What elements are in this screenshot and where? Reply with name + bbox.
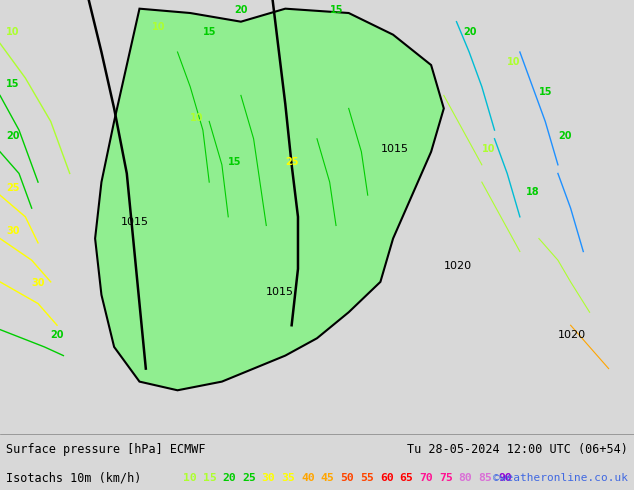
- Text: 15: 15: [6, 79, 20, 89]
- Text: 18: 18: [526, 187, 540, 197]
- Text: 20: 20: [6, 131, 20, 141]
- Text: 20: 20: [235, 5, 248, 15]
- Text: 1020: 1020: [444, 261, 472, 271]
- Text: 70: 70: [419, 472, 433, 483]
- Text: Surface pressure [hPa] ECMWF: Surface pressure [hPa] ECMWF: [6, 443, 206, 456]
- Text: 20: 20: [463, 26, 476, 37]
- Text: 30: 30: [32, 278, 45, 288]
- Text: 80: 80: [458, 472, 472, 483]
- Text: 10: 10: [190, 113, 204, 123]
- Text: 15: 15: [203, 26, 216, 37]
- Text: 30: 30: [262, 472, 275, 483]
- Text: 20: 20: [223, 472, 236, 483]
- Text: 1020: 1020: [558, 330, 586, 340]
- Text: 50: 50: [340, 472, 354, 483]
- Text: 85: 85: [478, 472, 492, 483]
- Text: 35: 35: [281, 472, 295, 483]
- Text: 15: 15: [539, 87, 552, 98]
- Text: 45: 45: [321, 472, 335, 483]
- Text: 15: 15: [330, 5, 343, 15]
- Text: 10: 10: [482, 144, 495, 154]
- Text: 65: 65: [399, 472, 413, 483]
- Text: 60: 60: [380, 472, 394, 483]
- Text: Tu 28-05-2024 12:00 UTC (06+54): Tu 28-05-2024 12:00 UTC (06+54): [407, 443, 628, 456]
- Text: 25: 25: [285, 157, 299, 167]
- Polygon shape: [95, 9, 444, 390]
- Text: 10: 10: [183, 472, 197, 483]
- Text: 15: 15: [228, 157, 242, 167]
- Text: 1015: 1015: [380, 144, 408, 154]
- Text: 10: 10: [152, 23, 165, 32]
- Text: 30: 30: [6, 226, 20, 236]
- Text: 10: 10: [507, 57, 521, 67]
- Text: 25: 25: [6, 183, 20, 193]
- Text: 75: 75: [439, 472, 453, 483]
- Text: 25: 25: [242, 472, 256, 483]
- Text: 90: 90: [498, 472, 512, 483]
- Text: 55: 55: [360, 472, 374, 483]
- Text: ©weatheronline.co.uk: ©weatheronline.co.uk: [493, 472, 628, 483]
- Text: 1015: 1015: [266, 287, 294, 297]
- Text: 20: 20: [51, 330, 64, 340]
- Text: 40: 40: [301, 472, 315, 483]
- Text: 1015: 1015: [120, 218, 148, 227]
- Text: 15: 15: [203, 472, 216, 483]
- Text: 20: 20: [558, 131, 571, 141]
- Text: Isotachs 10m (km/h): Isotachs 10m (km/h): [6, 471, 142, 484]
- Text: 10: 10: [6, 26, 20, 37]
